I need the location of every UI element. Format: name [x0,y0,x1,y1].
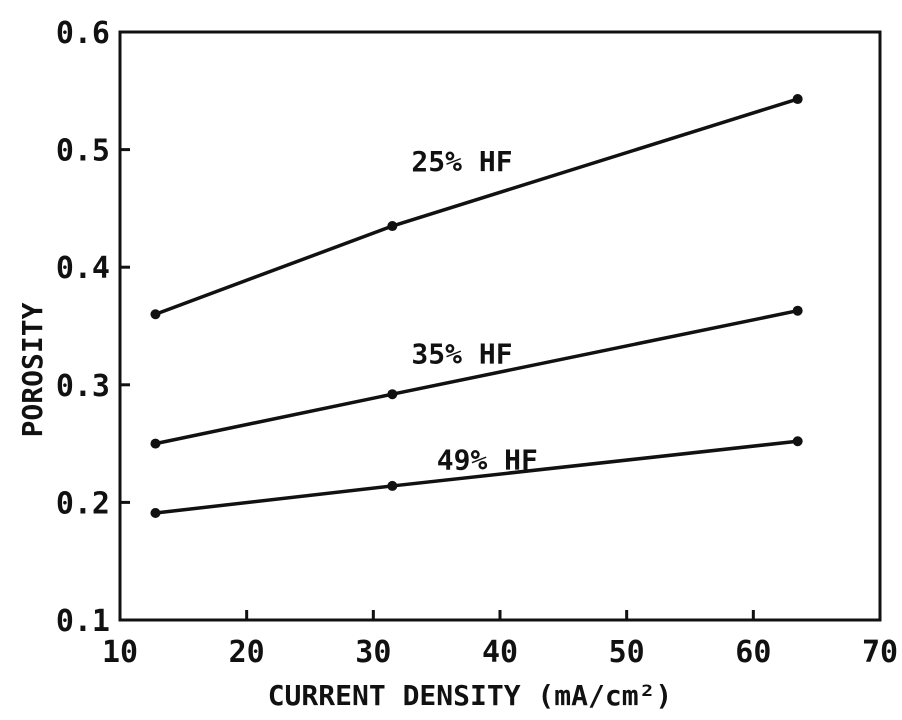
series-layer [150,94,803,518]
y-tick-label: 0.3 [56,369,110,404]
x-tick-label: 20 [229,635,265,670]
series-labels: 25% HF 35% HF 49% HF [411,145,537,477]
data-point-35-hfpct [150,438,161,449]
x-axis-ticks: 10 20 30 40 50 60 70 [102,610,898,670]
data-point-49-hfpct [792,436,803,447]
y-tick-label: 0.2 [56,486,110,521]
y-tick-label: 0.1 [56,604,110,639]
data-point-35-hfpct [387,389,398,400]
y-tick-label: 0.5 [56,134,110,169]
y-tick-label: 0.6 [56,16,110,51]
y-tick-label: 0.4 [56,251,110,286]
series-label-49-hfpct: 49% HF [437,443,538,476]
x-tick-label: 60 [735,635,771,670]
series-line-25-hfpct [154,97,799,316]
x-tick-label: 50 [609,635,645,670]
y-axis-title: POROSITY [16,302,49,437]
data-point-25-hfpct [150,309,161,320]
y-axis-ticks: 0.1 0.2 0.3 0.4 0.5 0.6 [56,16,130,639]
data-point-49-hfpct [150,507,161,518]
data-point-35-hfpct [792,305,803,316]
series-line-35-hfpct [155,308,799,446]
x-tick-label: 10 [102,635,138,670]
x-tick-label: 70 [862,635,898,670]
data-point-25-hfpct [792,94,803,105]
x-tick-label: 40 [482,635,518,670]
data-point-25-hfpct [387,221,398,232]
plot-frame [118,30,882,622]
series-label-25-hfpct: 25% HF [411,145,512,178]
x-axis-title: CURRENT DENSITY (mA/cm²) [268,679,673,712]
data-point-49-hfpct [387,480,398,491]
series-label-35-hfpct: 35% HF [411,338,512,371]
x-tick-label: 30 [355,635,391,670]
